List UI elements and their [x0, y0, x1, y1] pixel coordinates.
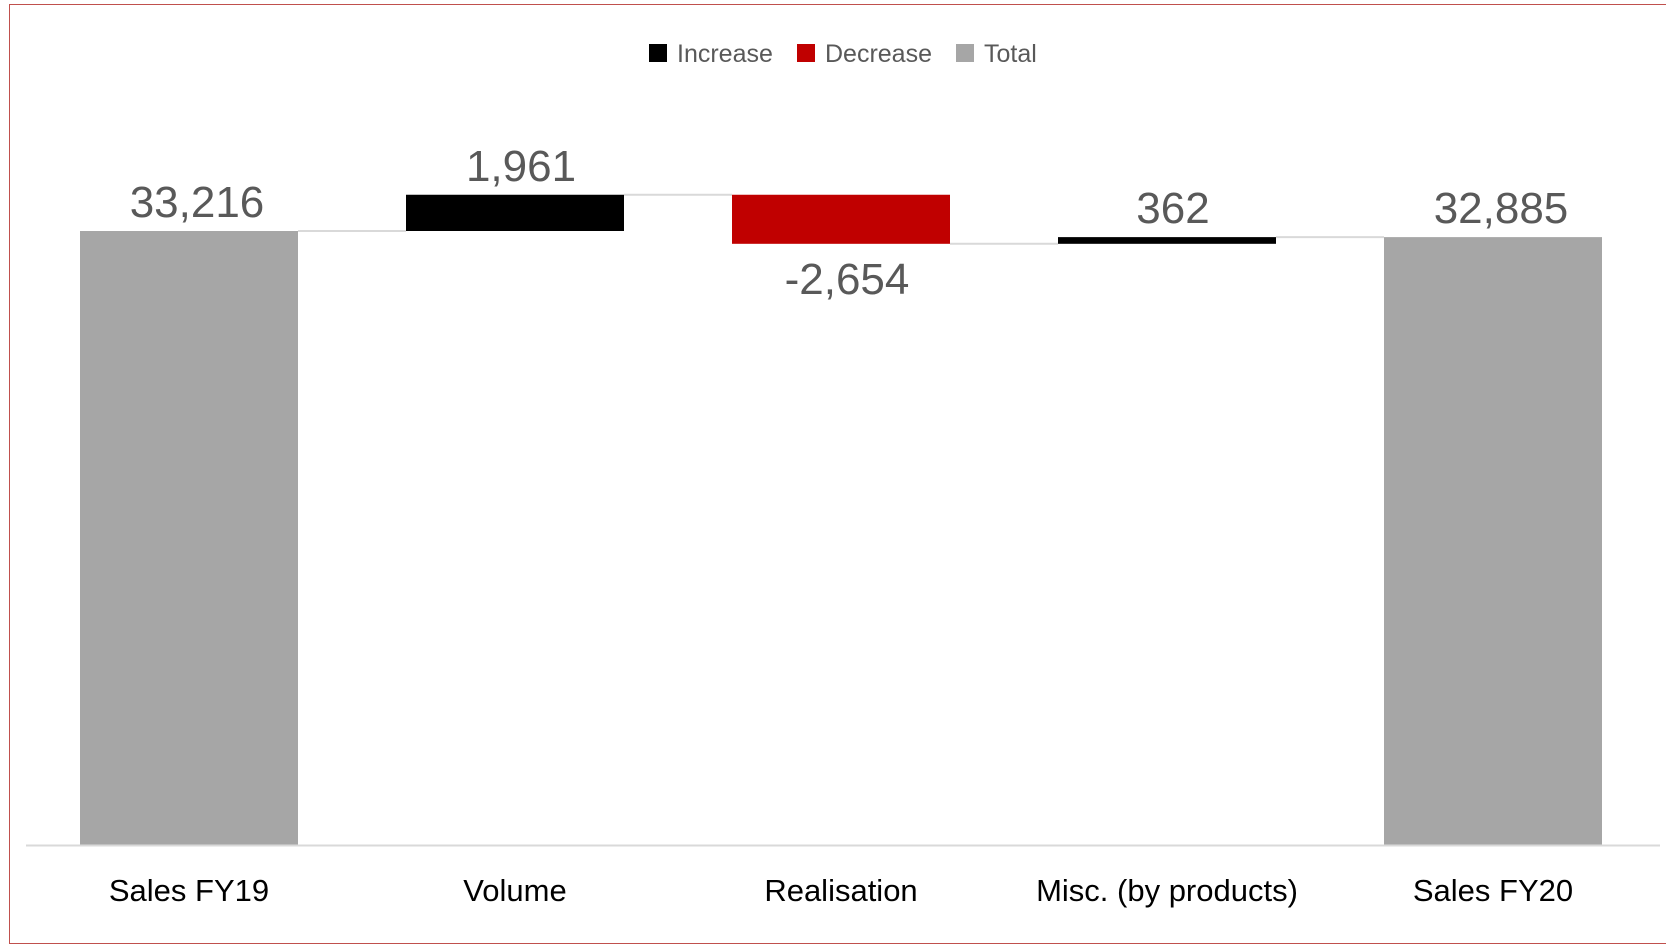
legend-label-increase: Increase	[677, 40, 773, 68]
legend-swatch-decrease	[797, 44, 815, 62]
data-label: 33,216	[130, 178, 265, 227]
legend-label-total: Total	[984, 40, 1037, 68]
legend: Increase Decrease Total	[649, 40, 1037, 68]
data-label: -2,654	[785, 255, 910, 304]
data-label: 32,885	[1434, 184, 1569, 233]
data-label: 362	[1136, 184, 1209, 233]
category-label: Sales FY20	[1413, 873, 1573, 908]
bar-sales-fy19	[80, 231, 298, 845]
waterfall-chart: Increase Decrease Total 33,2161,961-2,6543…	[26, 40, 1660, 908]
category-label: Volume	[463, 873, 566, 908]
connector-lines	[298, 193, 1384, 245]
bar-volume	[406, 194, 624, 231]
category-label: Realisation	[764, 873, 917, 908]
category-label: Misc. (by products)	[1036, 873, 1298, 908]
category-label: Sales FY19	[109, 873, 269, 908]
legend-swatch-increase	[649, 44, 667, 62]
category-labels: Sales FY19 Volume Realisation Misc. (by pro…	[109, 873, 1573, 908]
bar-misc-by-products	[1058, 237, 1276, 244]
bar-realisation	[732, 194, 950, 244]
bar-sales-fy20	[1384, 237, 1602, 846]
bars	[80, 194, 1602, 846]
data-label: 1,961	[466, 142, 576, 191]
legend-label-decrease: Decrease	[825, 40, 932, 68]
legend-swatch-total	[956, 44, 974, 62]
data-labels: 33,216 1,961 -2,654 362 32,885	[130, 142, 1569, 304]
